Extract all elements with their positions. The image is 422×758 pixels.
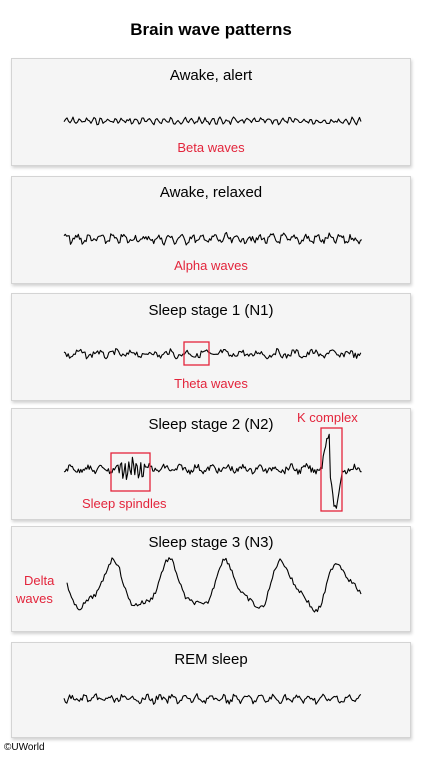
k-complex-label: K complex xyxy=(297,410,358,425)
panel-title: Awake, relaxed xyxy=(159,184,263,201)
diagram-title: Brain wave patterns xyxy=(130,20,292,39)
rem-wave-trace xyxy=(63,693,362,705)
panel-title: Awake, alert xyxy=(169,67,253,84)
panel-awake-relaxed: Awake, relaxed Alpha waves xyxy=(11,176,411,284)
panel-sleep-stage-3: Sleep stage 3 (N3) Delta waves xyxy=(11,526,411,632)
alpha-wave-trace xyxy=(63,231,362,246)
sleep-spindles-label: Sleep spindles xyxy=(82,496,167,511)
theta-wave-trace xyxy=(63,341,362,366)
beta-waves-label: Beta waves xyxy=(177,140,245,155)
sleep-spindles-highlight-box xyxy=(110,452,151,492)
delta-wave-trace xyxy=(66,557,362,613)
panel-sleep-stage-2: Sleep stage 2 (N2) Sleep spindles K comp… xyxy=(11,408,411,520)
delta-waves-label-line2: waves xyxy=(16,591,53,606)
panel-awake-alert: Awake, alert Beta waves xyxy=(11,58,411,166)
panel-title: Sleep stage 1 (N1) xyxy=(148,302,274,319)
theta-highlight-box xyxy=(183,341,210,366)
delta-waves-label-line1: Delta xyxy=(24,573,55,588)
stage-2-wave-trace xyxy=(63,427,362,512)
panel-sleep-stage-1: Sleep stage 1 (N1) Theta waves xyxy=(11,293,411,401)
beta-wave-trace xyxy=(63,116,362,126)
panel-title: Sleep stage 3 (N3) xyxy=(148,534,274,551)
theta-waves-label: Theta waves xyxy=(174,376,248,391)
panel-title: Sleep stage 2 (N2) xyxy=(148,416,274,433)
panel-rem-sleep: REM sleep xyxy=(11,642,411,738)
k-complex-highlight-box xyxy=(320,427,343,512)
copyright-notice: ©UWorld xyxy=(4,742,45,753)
panel-title: REM sleep xyxy=(174,651,248,668)
alpha-waves-label: Alpha waves xyxy=(174,258,248,273)
